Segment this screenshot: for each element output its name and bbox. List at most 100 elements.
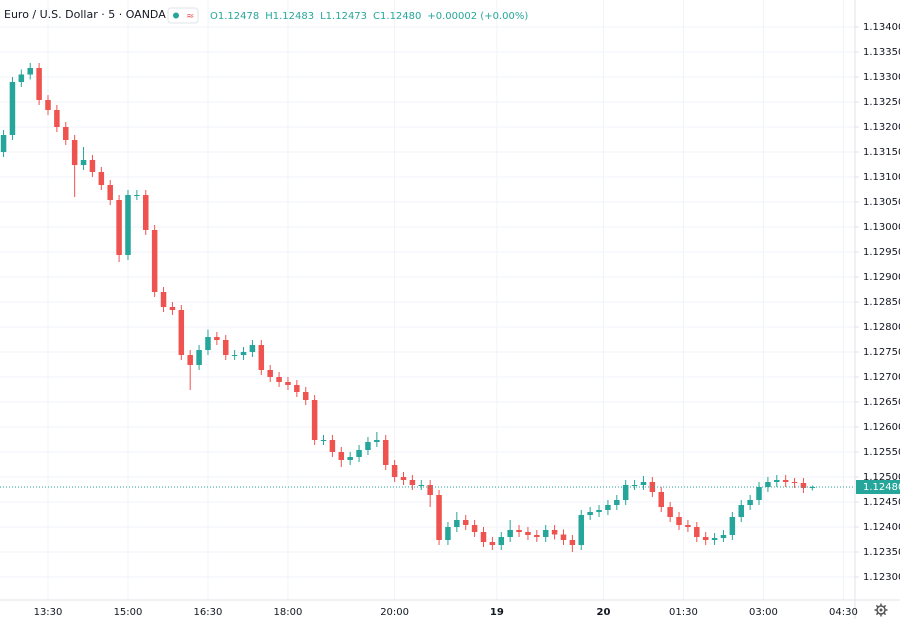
x-tick-label: 20:00 xyxy=(380,607,409,618)
candle-body xyxy=(63,127,69,140)
last-price-label: 1.12480 xyxy=(863,482,900,493)
candle-body xyxy=(71,140,78,165)
candle-body xyxy=(685,525,691,527)
candle-body xyxy=(498,537,505,545)
y-tick-label: 1.12900 xyxy=(863,272,900,283)
candle-body xyxy=(294,385,300,392)
candle-body xyxy=(89,160,96,172)
candle-body xyxy=(169,307,176,310)
candle-body xyxy=(27,68,33,75)
y-tick-label: 1.13000 xyxy=(863,222,900,233)
x-tick-label: 16:30 xyxy=(194,607,223,618)
x-tick-label: 18:00 xyxy=(274,607,303,618)
candle-body xyxy=(222,340,229,355)
candle-body xyxy=(391,465,398,477)
candle-body xyxy=(382,440,389,465)
candle-body xyxy=(569,540,576,545)
candle-body xyxy=(116,200,122,255)
ohlc-value: C1.12480 xyxy=(373,11,421,22)
last-price-badge xyxy=(856,480,900,494)
candle-body xyxy=(347,457,353,460)
y-tick-label: 1.12450 xyxy=(863,497,900,508)
candle-body xyxy=(445,527,451,540)
candle-body xyxy=(329,440,336,452)
candle-body xyxy=(454,520,460,527)
x-tick-label: 20 xyxy=(597,607,611,618)
candle-body xyxy=(249,345,256,352)
candle-body xyxy=(18,74,25,82)
ohlc-readout: O1.12478 H1.12483 L1.12473 C1.12480 +0.00002… xyxy=(210,11,528,22)
candle-body xyxy=(276,377,282,382)
x-tick-label: 19 xyxy=(490,607,504,618)
candle-body xyxy=(9,82,16,135)
candle-body xyxy=(320,440,327,441)
candle-body xyxy=(747,500,753,505)
candle-body xyxy=(462,520,469,525)
ohlc-value: +0.00002 (+0.00%) xyxy=(427,11,528,22)
candle-body xyxy=(694,527,700,537)
candle-body xyxy=(365,442,371,450)
y-tick-label: 1.13050 xyxy=(863,197,900,208)
ohlc-value: H1.12483 xyxy=(265,11,314,22)
candle-body xyxy=(738,505,744,517)
y-tick-label: 1.13300 xyxy=(863,72,900,83)
candle-body xyxy=(418,485,425,486)
candle-body xyxy=(525,532,531,535)
y-tick-label: 1.13100 xyxy=(863,172,900,183)
candle-body xyxy=(560,534,567,540)
candle-body xyxy=(729,517,736,535)
y-tick-label: 1.12550 xyxy=(863,447,900,458)
candle-body xyxy=(649,482,656,492)
y-tick-label: 1.13350 xyxy=(863,47,900,58)
candle-body xyxy=(409,480,416,485)
y-tick-label: 1.13200 xyxy=(863,122,900,133)
candle-body xyxy=(231,355,238,356)
candles xyxy=(0,63,855,552)
candle-body xyxy=(240,352,247,355)
candle-body xyxy=(516,530,522,532)
axes: 1.12300 1.12350 1.12400 1.12450 1.12500 1.125… xyxy=(34,22,900,618)
candle-body xyxy=(622,485,629,500)
candle-body xyxy=(667,507,673,517)
candle-body xyxy=(480,532,487,542)
candle-body xyxy=(782,480,789,482)
candle-body xyxy=(311,400,318,440)
candle-body xyxy=(36,68,42,100)
candle-body xyxy=(143,195,149,230)
x-tick-label: 13:30 xyxy=(34,607,63,618)
candle-body xyxy=(187,355,193,365)
y-tick-label: 1.12950 xyxy=(863,247,900,258)
candle-body xyxy=(134,195,140,196)
y-tick-label: 1.12400 xyxy=(863,522,900,533)
candle-body xyxy=(800,483,807,488)
candle-body xyxy=(151,230,158,292)
candle-body xyxy=(302,392,309,400)
y-tick-label: 1.12700 xyxy=(863,372,900,383)
candle-body xyxy=(160,292,167,307)
y-tick-label: 1.13400 xyxy=(863,22,900,33)
candle-body xyxy=(285,382,291,385)
candle-body xyxy=(400,477,407,480)
candle-body xyxy=(791,482,798,483)
x-tick-label: 03:00 xyxy=(749,607,778,618)
candle-body xyxy=(631,485,638,486)
candle-body xyxy=(765,482,771,487)
candle-body xyxy=(809,487,816,488)
candle-body xyxy=(125,195,131,255)
settings-icon[interactable] xyxy=(874,603,888,617)
candle-body xyxy=(658,492,665,507)
grid xyxy=(0,0,855,600)
x-tick-label: 15:00 xyxy=(114,607,143,618)
header-badges[interactable]: ≈ xyxy=(167,7,199,24)
candle-body xyxy=(98,172,105,185)
candle-body xyxy=(178,310,185,355)
x-tick-label: 01:30 xyxy=(669,607,698,618)
y-tick-label: 1.13250 xyxy=(863,97,900,108)
candle-body xyxy=(596,510,602,512)
y-tick-label: 1.12650 xyxy=(863,397,900,408)
y-tick-label: 1.12850 xyxy=(863,297,900,308)
candle-body xyxy=(107,185,113,200)
